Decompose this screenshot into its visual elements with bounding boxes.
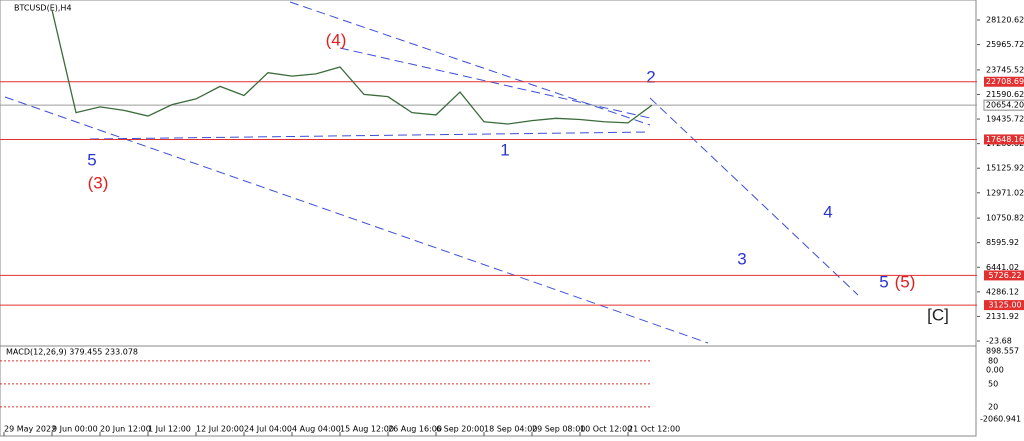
- price-tag: [984, 134, 1024, 145]
- wave-label: 2: [646, 67, 655, 86]
- price-tag-label: 17648.16: [986, 135, 1024, 144]
- x-tick-label: 20 Jun 12:00: [100, 425, 151, 434]
- wave-label: (4): [326, 30, 347, 49]
- price-tag-label: 5726.22: [988, 271, 1021, 280]
- wave-label: 5: [879, 272, 888, 291]
- x-tick-label: 12 Jul 20:00: [196, 425, 244, 434]
- y-tick-label: -23.68: [986, 337, 1012, 346]
- indicator-level-label: 50: [988, 379, 998, 388]
- x-tick-label: 18 Sep 04:00: [484, 425, 537, 434]
- wave-label: [C]: [927, 305, 949, 324]
- trend-lines: [4, 1, 859, 344]
- wave-label: 3: [737, 249, 746, 268]
- y-tick-label: 19435.72: [986, 115, 1024, 124]
- price-tag-label: 3125.00: [988, 301, 1021, 310]
- indicator-title: MACD(12,26,9) 379.455 233.078: [6, 348, 138, 357]
- x-tick-label: 9 Jun 00:00: [52, 425, 98, 434]
- indicator-label: -2060.941: [980, 415, 1021, 424]
- price-tag: [983, 99, 1024, 111]
- y-tick-label: 10750.82: [986, 214, 1024, 223]
- wave-label: 1: [500, 140, 509, 159]
- price-tag: [984, 76, 1024, 87]
- y-tick-label: 15125.92: [986, 164, 1024, 173]
- y-tick-label: 21590.62: [986, 90, 1024, 99]
- frame: [0, 0, 977, 437]
- x-tick-label: 4 Aug 04:00: [292, 425, 341, 434]
- x-tick-label: 10 Oct 12:00: [580, 425, 632, 434]
- x-tick-label: 24 Jul 04:00: [244, 425, 292, 434]
- x-tick-label: 26 Aug 16:00: [388, 425, 442, 434]
- x-tick-label: 6 Sep 20:00: [436, 425, 484, 434]
- y-tick-label: 8595.92: [986, 238, 1019, 247]
- x-tick-label: 15 Aug 12:00: [340, 425, 394, 434]
- x-tick-label: 29 May 2022: [4, 425, 56, 434]
- symbol-title: BTCUSD(E),H4: [14, 4, 72, 13]
- y-tick-label: 25965.72: [986, 40, 1024, 49]
- y-tick-label: 23745.52: [986, 65, 1024, 74]
- price-tag-label: 22708.69: [986, 77, 1024, 86]
- y-tick-label: 28120.62: [986, 15, 1024, 24]
- wave-label: 4: [823, 202, 832, 221]
- x-tick-label: 29 Sep 08:00: [532, 425, 585, 434]
- y-tick-label: 12971.02: [986, 188, 1024, 197]
- y-tick-label: 4286.12: [986, 287, 1019, 296]
- price-tag: [984, 270, 1024, 281]
- price-tag-label: 20654.20: [986, 101, 1024, 110]
- indicator-level-label: 80: [988, 356, 998, 365]
- indicator-label: 898.557: [986, 347, 1019, 356]
- indicator-level-label: 20: [988, 402, 998, 411]
- x-tick-label: 21 Oct 12:00: [628, 425, 680, 434]
- x-tick-label: 1 Jul 12:00: [148, 425, 191, 434]
- y-tick-label: 6441.02: [986, 263, 1019, 272]
- price-line: [51, 9, 653, 125]
- wave-label: (5): [895, 272, 916, 291]
- price-tag: [984, 300, 1024, 311]
- wave-label: (3): [88, 173, 109, 192]
- y-tick-label: 2131.92: [986, 312, 1019, 321]
- indicator-label: 0.00: [986, 366, 1004, 375]
- wave-label: 5: [87, 150, 96, 169]
